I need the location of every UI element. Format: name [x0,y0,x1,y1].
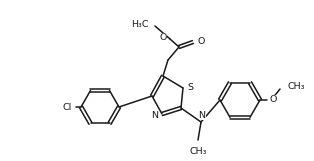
Text: S: S [187,82,193,91]
Text: O: O [160,33,167,42]
Text: N: N [198,111,205,120]
Text: O: O [270,95,277,104]
Text: O: O [198,37,205,46]
Text: Cl: Cl [62,103,72,112]
Text: CH₃: CH₃ [287,81,305,90]
Text: H₃C: H₃C [132,19,149,28]
Text: CH₃: CH₃ [189,147,207,156]
Text: N: N [151,110,159,119]
